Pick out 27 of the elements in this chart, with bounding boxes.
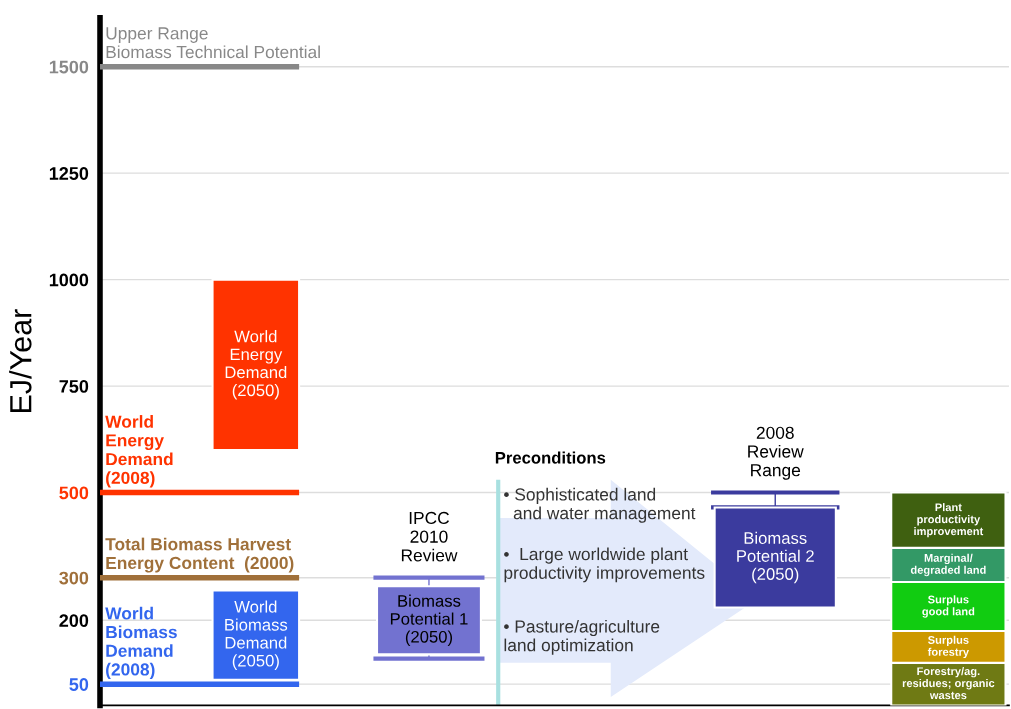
annotation: • Pasture/agriculture land optimization — [504, 619, 660, 655]
annotation: IPCC 2010 Review — [401, 511, 458, 562]
y-tick-label: 500 — [59, 486, 89, 500]
series-label: Plant productivity improvement — [914, 503, 984, 538]
ref-line-label: World Biomass Demand (2008) — [105, 606, 177, 680]
series-label: Surplus forestry — [927, 635, 970, 659]
series-label: Marginal/ degraded land — [910, 553, 986, 577]
series-label: World Biomass Demand (2050) — [225, 600, 288, 670]
series-label: Biomass Potential 2 (2050) — [737, 531, 814, 584]
ref-line-label: World Energy Demand (2008) — [105, 415, 173, 488]
y-tick-label: 1250 — [49, 167, 89, 180]
series-label: World Energy Demand (2050) — [225, 330, 287, 400]
annotation: Preconditions — [495, 451, 606, 464]
y-tick-label: 50 — [69, 678, 89, 691]
annotation: 2008 Review Range — [748, 426, 804, 480]
series-label: Forestry/ag. residues; organic wastes — [902, 666, 995, 700]
y-tick-label: 1000 — [49, 273, 89, 287]
series-label: Surplus good land — [922, 595, 975, 618]
ref-line-label: Upper Range Biomass Technical Potential — [106, 27, 320, 59]
y-tick-label: 200 — [59, 614, 89, 628]
ref-line-label: Total Biomass Harvest Energy Content (2000) — [105, 537, 294, 573]
y-tick-label: 750 — [59, 380, 89, 393]
annotation: • Sophisticated land and water management — [504, 487, 696, 523]
y-axis-title: EJ/Year — [9, 309, 32, 413]
y-tick-label: 1500 — [49, 60, 89, 74]
y-tick-label: 300 — [59, 571, 89, 585]
annotation: • Large worldwide plant productivity improvements — [504, 547, 705, 583]
